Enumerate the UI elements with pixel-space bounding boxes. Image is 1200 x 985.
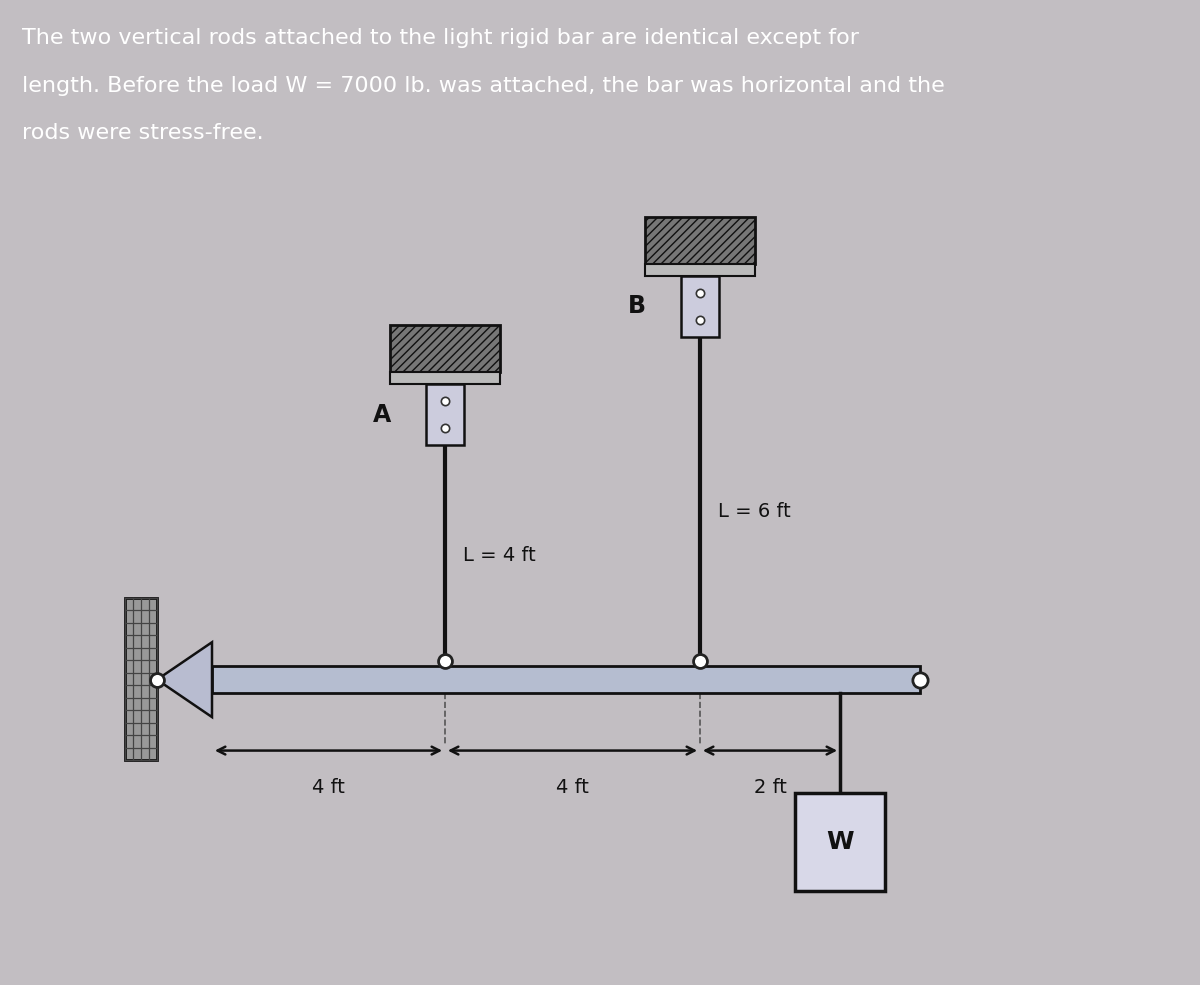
Bar bbox=[646, 264, 755, 276]
Text: 4 ft: 4 ft bbox=[312, 778, 344, 797]
Bar bbox=[796, 793, 886, 891]
Text: W: W bbox=[826, 830, 854, 854]
Bar bbox=[682, 276, 719, 337]
Text: The two vertical rods attached to the light rigid bar are identical except for: The two vertical rods attached to the li… bbox=[22, 29, 859, 48]
Bar bbox=[646, 217, 755, 264]
Bar bbox=[426, 384, 464, 445]
Bar bbox=[125, 598, 157, 760]
Bar bbox=[390, 372, 500, 384]
Text: 4 ft: 4 ft bbox=[556, 778, 589, 797]
Text: rods were stress-free.: rods were stress-free. bbox=[22, 123, 263, 143]
Polygon shape bbox=[157, 642, 212, 717]
Bar bbox=[390, 325, 500, 372]
Text: length. Before the load W = 7000 lb. was attached, the bar was horizontal and th: length. Before the load W = 7000 lb. was… bbox=[22, 76, 944, 96]
Text: L = 4 ft: L = 4 ft bbox=[463, 546, 535, 565]
Text: L = 6 ft: L = 6 ft bbox=[718, 501, 791, 521]
Text: B: B bbox=[628, 295, 646, 318]
Bar bbox=[212, 666, 920, 693]
Text: 2 ft: 2 ft bbox=[754, 778, 786, 797]
Text: A: A bbox=[373, 403, 391, 427]
